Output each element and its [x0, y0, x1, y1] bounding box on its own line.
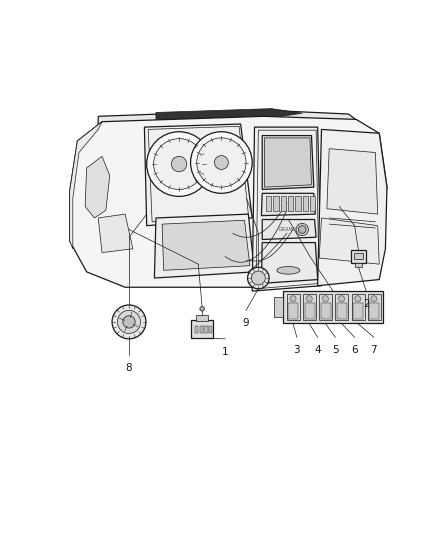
Polygon shape [354, 253, 363, 259]
Polygon shape [205, 326, 208, 334]
Polygon shape [70, 122, 102, 249]
Polygon shape [369, 303, 379, 319]
Polygon shape [70, 116, 387, 287]
Text: 4: 4 [314, 345, 321, 355]
Polygon shape [287, 294, 300, 320]
Polygon shape [266, 196, 272, 211]
Circle shape [247, 267, 269, 289]
Polygon shape [196, 315, 208, 321]
Text: 3: 3 [293, 345, 300, 355]
Circle shape [296, 223, 308, 236]
Polygon shape [337, 303, 347, 319]
Circle shape [117, 310, 141, 334]
Circle shape [339, 296, 345, 302]
Circle shape [200, 306, 205, 311]
Polygon shape [367, 294, 381, 320]
Text: 8: 8 [126, 363, 132, 373]
Polygon shape [273, 196, 279, 211]
Circle shape [112, 305, 146, 339]
Circle shape [171, 156, 187, 172]
Polygon shape [274, 297, 283, 317]
Polygon shape [321, 303, 331, 319]
Polygon shape [98, 214, 133, 253]
Polygon shape [195, 326, 198, 334]
Polygon shape [265, 138, 311, 187]
Polygon shape [261, 193, 315, 216]
Polygon shape [327, 149, 378, 214]
Polygon shape [288, 303, 298, 319]
Polygon shape [200, 326, 203, 334]
Circle shape [147, 132, 212, 196]
Text: 6: 6 [351, 345, 358, 355]
Polygon shape [353, 303, 363, 319]
Text: 5: 5 [332, 345, 339, 355]
Polygon shape [303, 294, 316, 320]
Text: 7: 7 [371, 345, 377, 355]
Polygon shape [156, 109, 302, 119]
Text: 1: 1 [222, 346, 229, 357]
Polygon shape [283, 291, 383, 324]
Polygon shape [303, 196, 308, 211]
Polygon shape [261, 243, 318, 284]
Polygon shape [281, 196, 286, 211]
Text: GRAND: GRAND [279, 227, 297, 232]
Polygon shape [352, 294, 364, 320]
Polygon shape [262, 220, 316, 239]
Circle shape [197, 138, 246, 187]
Polygon shape [336, 294, 349, 320]
Polygon shape [288, 196, 293, 211]
Polygon shape [145, 124, 252, 225]
Polygon shape [98, 110, 364, 130]
Polygon shape [85, 156, 110, 218]
Circle shape [298, 225, 306, 233]
Polygon shape [155, 214, 254, 278]
Ellipse shape [277, 266, 300, 274]
Polygon shape [162, 220, 250, 270]
Polygon shape [304, 303, 314, 319]
Circle shape [251, 271, 265, 285]
Polygon shape [319, 218, 379, 264]
Polygon shape [310, 196, 315, 211]
Circle shape [371, 296, 377, 302]
Polygon shape [351, 251, 366, 263]
Circle shape [191, 132, 252, 193]
Polygon shape [355, 263, 362, 267]
Circle shape [355, 296, 361, 302]
Polygon shape [319, 294, 332, 320]
Polygon shape [252, 127, 321, 291]
Circle shape [154, 139, 205, 189]
Polygon shape [295, 196, 301, 211]
Text: 9: 9 [243, 318, 249, 328]
Circle shape [306, 296, 312, 302]
Text: 2: 2 [363, 299, 370, 309]
Polygon shape [191, 320, 213, 338]
Polygon shape [318, 130, 387, 286]
Circle shape [215, 156, 228, 169]
Polygon shape [209, 326, 212, 334]
Circle shape [322, 296, 328, 302]
Circle shape [290, 296, 296, 302]
Polygon shape [262, 135, 314, 189]
Circle shape [123, 316, 135, 328]
